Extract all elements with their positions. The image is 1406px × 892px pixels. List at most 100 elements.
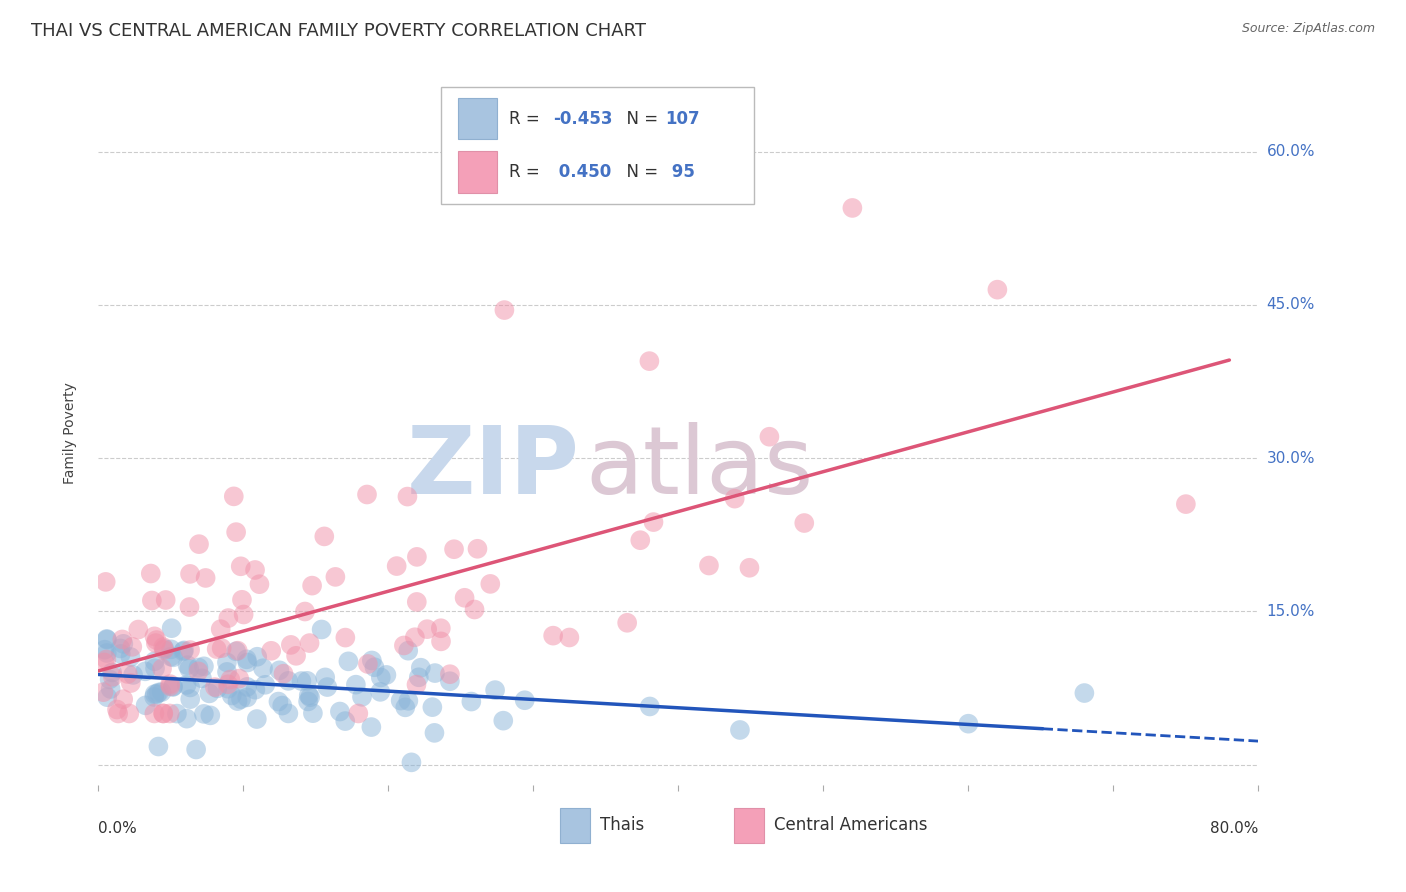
- Point: [638, 699, 661, 714]
- Point: [135, 698, 157, 713]
- Point: [200, 708, 222, 723]
- Point: [479, 577, 502, 591]
- Text: N =: N =: [616, 110, 664, 128]
- Text: 45.0%: 45.0%: [1267, 297, 1315, 312]
- Point: [298, 689, 321, 703]
- Point: [492, 714, 515, 728]
- Point: [422, 700, 444, 714]
- Point: [105, 702, 128, 716]
- Point: [121, 640, 143, 654]
- Point: [176, 658, 198, 673]
- Point: [193, 659, 215, 673]
- Point: [277, 706, 299, 721]
- Point: [98, 673, 121, 687]
- Point: [430, 634, 453, 648]
- Point: [335, 714, 357, 728]
- FancyBboxPatch shape: [458, 98, 498, 139]
- Point: [228, 672, 250, 686]
- Text: Thais: Thais: [599, 816, 644, 835]
- Point: [363, 660, 385, 674]
- Point: [96, 652, 118, 666]
- Point: [134, 665, 156, 679]
- Point: [236, 690, 259, 705]
- FancyBboxPatch shape: [734, 808, 765, 843]
- Point: [375, 668, 398, 682]
- Point: [100, 681, 122, 696]
- Point: [728, 723, 751, 737]
- Point: [184, 742, 207, 756]
- Point: [232, 607, 254, 622]
- Point: [273, 666, 295, 681]
- Point: [957, 716, 980, 731]
- Point: [229, 559, 252, 574]
- Point: [298, 636, 321, 650]
- Point: [368, 685, 391, 699]
- Point: [231, 592, 253, 607]
- Point: [396, 694, 419, 708]
- Point: [249, 577, 271, 591]
- Point: [122, 668, 145, 682]
- Point: [347, 706, 370, 721]
- Point: [406, 549, 429, 564]
- Point: [697, 558, 720, 573]
- Point: [439, 674, 461, 689]
- Point: [159, 706, 181, 721]
- Point: [139, 566, 162, 581]
- Point: [360, 653, 382, 667]
- Point: [225, 525, 247, 540]
- Point: [616, 615, 638, 630]
- Text: Source: ZipAtlas.com: Source: ZipAtlas.com: [1241, 22, 1375, 36]
- Point: [152, 706, 174, 721]
- Point: [101, 670, 124, 684]
- Point: [152, 706, 174, 721]
- Point: [188, 537, 211, 551]
- Point: [443, 542, 465, 557]
- Point: [236, 680, 259, 694]
- FancyBboxPatch shape: [458, 152, 498, 193]
- Point: [209, 622, 232, 636]
- Point: [150, 662, 173, 676]
- Point: [356, 487, 378, 501]
- Point: [404, 630, 426, 644]
- Point: [986, 283, 1008, 297]
- Text: 80.0%: 80.0%: [1211, 821, 1258, 836]
- FancyBboxPatch shape: [440, 87, 754, 203]
- Point: [370, 670, 392, 684]
- Point: [226, 643, 249, 657]
- Text: R =: R =: [509, 110, 546, 128]
- Point: [225, 644, 247, 658]
- Point: [277, 673, 299, 688]
- Point: [215, 656, 238, 670]
- Point: [143, 687, 166, 701]
- Point: [204, 680, 226, 694]
- Point: [246, 712, 269, 726]
- Point: [143, 706, 166, 721]
- Point: [841, 201, 863, 215]
- Text: ZIP: ZIP: [406, 422, 579, 514]
- Point: [179, 643, 201, 657]
- Point: [236, 656, 259, 670]
- Point: [112, 692, 135, 706]
- Point: [211, 641, 233, 656]
- Point: [111, 632, 134, 647]
- Point: [94, 574, 117, 589]
- Point: [423, 726, 446, 740]
- Point: [153, 641, 176, 656]
- Point: [267, 695, 290, 709]
- Point: [1073, 686, 1095, 700]
- Point: [145, 633, 167, 648]
- Point: [143, 690, 166, 704]
- Point: [152, 640, 174, 654]
- Point: [198, 686, 221, 700]
- Point: [143, 629, 166, 643]
- Point: [464, 602, 486, 616]
- Point: [159, 677, 181, 691]
- Point: [217, 611, 239, 625]
- Text: 0.0%: 0.0%: [98, 821, 138, 836]
- Point: [558, 631, 581, 645]
- Point: [148, 685, 170, 699]
- Point: [179, 662, 201, 676]
- Point: [217, 677, 239, 691]
- Point: [166, 706, 188, 721]
- Point: [193, 706, 215, 721]
